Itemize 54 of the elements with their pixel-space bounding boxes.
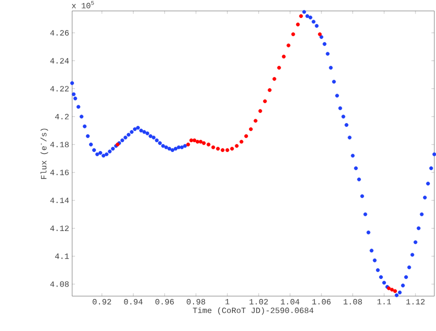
- point: [286, 44, 290, 48]
- x-tick-label: 1.1: [377, 298, 391, 304]
- point: [299, 14, 303, 18]
- x-axis-title: Time (CoRoT JD)-2590.0684: [192, 307, 314, 315]
- y-tick-label: 4.16: [50, 170, 69, 176]
- x-tick-label: 1.06: [312, 298, 331, 304]
- y-tick-label: 4.22: [50, 86, 69, 92]
- point: [296, 22, 300, 26]
- point: [220, 148, 225, 152]
- point: [318, 32, 322, 36]
- point: [206, 142, 210, 146]
- y-tick-label: 4.14: [50, 198, 69, 204]
- x-tick-label: 1: [225, 298, 230, 304]
- text: x 10$^{5}$: [72, 0, 94, 8]
- y-axis-title: Flux (e$^{-}$/s): [40, 128, 48, 179]
- point: [263, 99, 267, 104]
- x-tick-label: 1.04: [280, 298, 300, 304]
- point: [230, 146, 234, 151]
- point: [258, 109, 262, 113]
- point: [202, 141, 206, 146]
- point: [234, 144, 239, 148]
- point: [189, 138, 194, 142]
- y-tick-label: 4.1: [55, 254, 69, 259]
- y-tick-label: 4.18: [50, 142, 69, 148]
- point: [268, 88, 272, 92]
- x-tick-label: 1.08: [344, 298, 362, 304]
- point: [393, 289, 397, 293]
- point: [277, 66, 281, 70]
- point: [192, 138, 196, 142]
- x-tick-label: 1.12: [406, 298, 425, 304]
- point: [282, 54, 286, 58]
- point: [248, 127, 253, 132]
- point: [240, 140, 244, 144]
- x-tick-label: 0.92: [92, 298, 112, 304]
- point: [254, 118, 258, 123]
- y-tick-label: 4.24: [50, 58, 69, 64]
- y-tick-label: 4.12: [50, 226, 69, 231]
- x-tick-label: 1.02: [250, 298, 268, 304]
- point: [198, 140, 203, 144]
- x-tick-label: 0.96: [155, 298, 174, 304]
- point: [390, 288, 394, 292]
- point: [244, 134, 248, 138]
- point: [211, 145, 216, 150]
- x-tick-label: 0.98: [186, 298, 206, 304]
- point: [216, 146, 220, 151]
- y-tick-label: 4.26: [50, 30, 69, 36]
- y-tick-label: 4.2: [55, 114, 69, 120]
- point: [272, 77, 276, 81]
- point: [186, 142, 190, 146]
- x-tick-label: 0.94: [124, 298, 143, 304]
- point: [291, 32, 296, 36]
- point: [196, 140, 200, 144]
- point: [225, 148, 230, 152]
- y-tick-label: 4.08: [50, 281, 69, 287]
